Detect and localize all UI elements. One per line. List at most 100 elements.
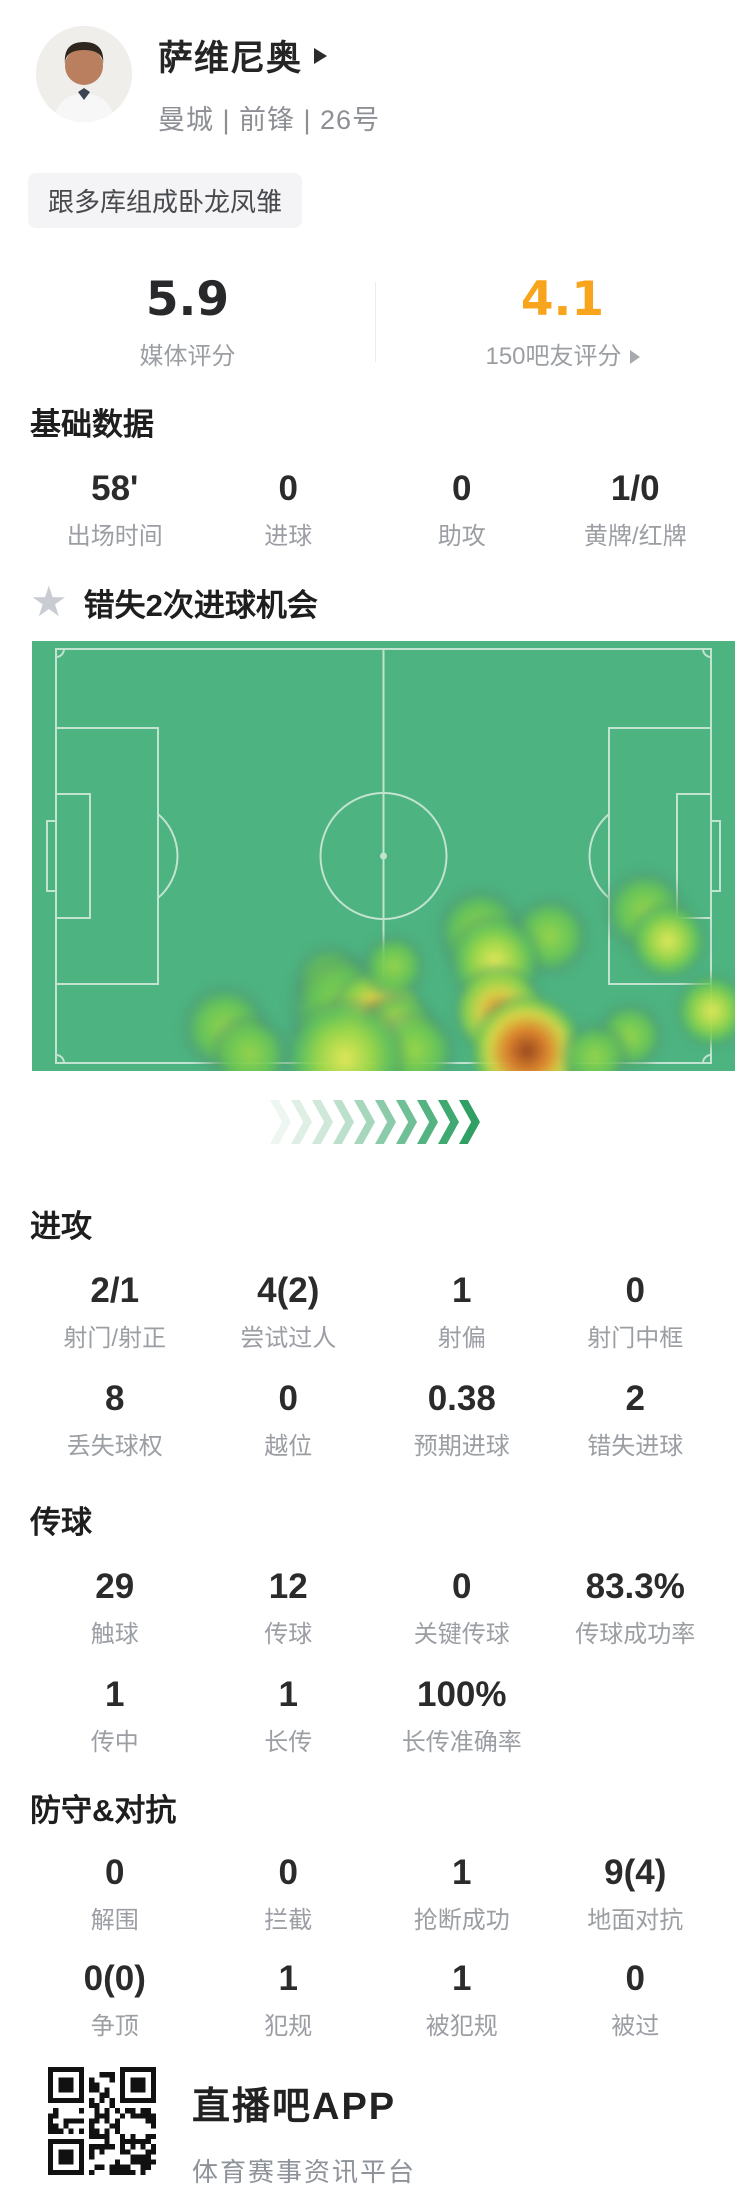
stat-value: 0 [278, 1853, 298, 1892]
stat-label: 预期进球 [413, 1433, 510, 1460]
highlight-text: 错失2次进球机会 [83, 587, 318, 623]
stat-label: 被过 [611, 2013, 660, 2040]
media-rating: 5.9 媒体评分 [0, 274, 375, 371]
stat-pass-accuracy: 83.3% 传球成功率 [549, 1567, 723, 1649]
name-expand-arrow-icon [314, 47, 328, 64]
stat-value: 2 [625, 1379, 645, 1418]
stat-big-chances-missed: 2 错失进球 [549, 1379, 723, 1461]
player-tag-wrap: 跟多库组成卧龙凤雏 [28, 173, 750, 228]
stat-key-passes: 0 关键传球 [375, 1567, 549, 1649]
fan-rating-label-text: 150吧友评分 [485, 343, 622, 370]
stat-value: 29 [95, 1567, 135, 1606]
stat-dribbles: 4(2) 尝试过人 [202, 1271, 376, 1353]
basic-stats-row: 58' 出场时间 0 进球 0 助攻 1/0 黄牌/红牌 [0, 469, 750, 551]
stat-value: 0(0) [83, 1959, 146, 1998]
stat-aerial-duels: 0(0) 争顶 [28, 1959, 202, 2041]
media-rating-label: 媒体评分 [0, 342, 375, 371]
stat-label: 丢失球权 [66, 1433, 163, 1460]
player-tag: 跟多库组成卧龙凤雏 [28, 173, 303, 228]
stat-touches: 29 触球 [28, 1567, 202, 1649]
player-meta: 曼城 | 前锋 | 26号 [158, 105, 381, 135]
stat-long-balls: 1 长传 [202, 1675, 376, 1757]
highlight-row: ★ 错失2次进球机会 [30, 581, 750, 623]
stat-minutes: 58' 出场时间 [28, 469, 202, 551]
stat-offsides: 0 越位 [202, 1379, 376, 1461]
stat-shots: 2/1 射门/射正 [28, 1271, 202, 1353]
stat-label: 抢断成功 [413, 1907, 510, 1934]
player-name-link[interactable]: 萨维尼奥 [158, 30, 380, 81]
section-title-basic: 基础数据 [30, 407, 154, 442]
stat-label: 黄牌/红牌 [583, 523, 687, 550]
footer-text: 直播吧APP 体育赛事资讯平台 [192, 2067, 416, 2189]
player-header-text: 萨维尼奥 曼城 | 前锋 | 26号 [158, 26, 380, 137]
fan-rating[interactable]: 4.1 150吧友评分 [375, 274, 750, 371]
stat-shots-off: 1 射偏 [375, 1271, 549, 1353]
qr-code [48, 2067, 156, 2175]
stat-value: 0 [625, 1271, 645, 1310]
stat-interceptions: 0 拦截 [202, 1853, 376, 1935]
stat-value: 58' [91, 469, 139, 508]
stat-fouled: 1 被犯规 [375, 1959, 549, 2041]
stat-value: 2/1 [90, 1271, 140, 1310]
stat-label: 射偏 [437, 1325, 486, 1352]
defense-stats-row-2: 0(0) 争顶 1 犯规 1 被犯规 0 被过 [0, 1959, 750, 2041]
section-title-defense: 防守&对抗 [30, 1793, 177, 1828]
stat-label: 射门/射正 [63, 1325, 167, 1352]
stat-value: 9(4) [604, 1853, 667, 1892]
stat-value: 1 [278, 1959, 298, 1998]
fan-rating-arrow-icon [629, 349, 640, 364]
ratings-row: 5.9 媒体评分 4.1 150吧友评分 [0, 274, 750, 371]
stat-label: 错失进球 [587, 1433, 684, 1460]
stat-value: 0 [452, 469, 472, 508]
stat-label: 尝试过人 [240, 1325, 337, 1352]
stat-possession-lost: 8 丢失球权 [28, 1379, 202, 1461]
attack-direction-chevrons [0, 1099, 750, 1145]
heatmap-blobs [32, 641, 735, 1071]
stat-long-ball-accuracy: 100% 长传准确率 [375, 1675, 549, 1757]
section-title-attack: 进攻 [30, 1209, 92, 1244]
media-rating-score: 5.9 [145, 272, 230, 327]
passing-stats-row-2: 1 传中 1 长传 100% 长传准确率 [0, 1675, 750, 1757]
stat-value: 4(2) [257, 1271, 320, 1310]
stat-xg: 0.38 预期进球 [375, 1379, 549, 1461]
stat-label: 越位 [264, 1433, 313, 1460]
stat-value: 1 [452, 1959, 472, 1998]
stat-label: 出场时间 [66, 523, 163, 550]
stat-value: 0 [625, 1959, 645, 1998]
stat-woodwork: 0 射门中框 [549, 1271, 723, 1353]
stat-clearances: 0 解围 [28, 1853, 202, 1935]
stat-goals: 0 进球 [202, 469, 376, 551]
star-icon: ★ [30, 578, 68, 625]
passing-stats-row-1: 29 触球 12 传球 0 关键传球 83.3% 传球成功率 [0, 1567, 750, 1649]
stat-value: 100% [416, 1675, 507, 1714]
stat-value: 8 [105, 1379, 125, 1418]
stat-label: 助攻 [437, 523, 486, 550]
stat-value: 1 [452, 1853, 472, 1892]
stat-dribbled-past: 0 被过 [549, 1959, 723, 2041]
app-description: 体育赛事资讯平台 [192, 2157, 417, 2187]
stat-value: 0 [278, 1379, 298, 1418]
stat-label: 犯规 [264, 2013, 313, 2040]
attack-stats-row-1: 2/1 射门/射正 4(2) 尝试过人 1 射偏 0 射门中框 [0, 1271, 750, 1353]
stat-label: 传中 [90, 1729, 139, 1756]
stat-label: 进球 [264, 523, 313, 550]
app-name: 直播吧APP [192, 2086, 397, 2128]
player-avatar-image [36, 26, 132, 122]
stat-value: 12 [268, 1567, 308, 1606]
stat-value: 1 [105, 1675, 125, 1714]
media-rating-label-text: 媒体评分 [139, 343, 236, 370]
stat-label: 射门中框 [587, 1325, 684, 1352]
defense-stats-row-1: 0 解围 0 拦截 1 抢断成功 9(4) 地面对抗 [0, 1853, 750, 1935]
attack-stats-row-2: 8 丢失球权 0 越位 0.38 预期进球 2 错失进球 [0, 1379, 750, 1461]
stat-ground-duels: 9(4) 地面对抗 [549, 1853, 723, 1935]
stat-value: 1 [278, 1675, 298, 1714]
fan-rating-label[interactable]: 150吧友评分 [375, 342, 750, 371]
stat-label: 争顶 [90, 2013, 139, 2040]
stat-label: 传球成功率 [575, 1621, 696, 1648]
stat-assists: 0 助攻 [375, 469, 549, 551]
stat-fouls: 1 犯规 [202, 1959, 376, 2041]
stat-empty [549, 1675, 723, 1757]
player-header: 萨维尼奥 曼城 | 前锋 | 26号 [0, 0, 750, 137]
stat-label: 关键传球 [413, 1621, 510, 1648]
ratings-divider [375, 282, 376, 362]
